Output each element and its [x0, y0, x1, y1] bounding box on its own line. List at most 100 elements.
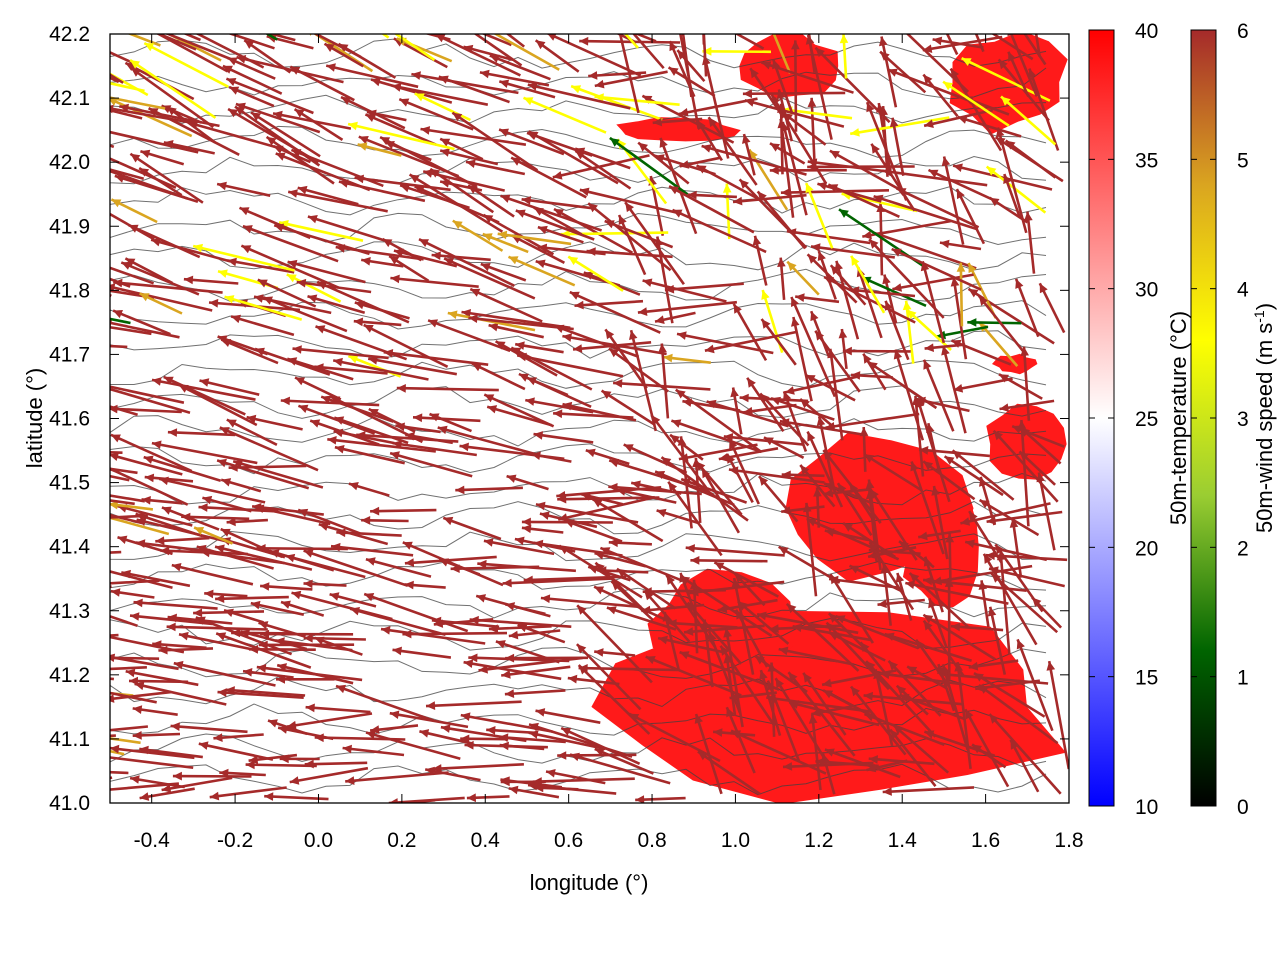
wind-vector-head — [805, 375, 816, 383]
wind-vector — [922, 73, 959, 118]
wind-vector — [510, 346, 593, 391]
wind-vector — [828, 631, 886, 662]
wind-vector-head — [209, 298, 219, 308]
wind-vector — [1047, 660, 1069, 770]
wind-vector — [1016, 638, 1054, 732]
wind-vector-head — [331, 542, 341, 552]
wind-vector — [975, 679, 1041, 691]
wind-vector — [112, 309, 171, 336]
wind-vector-head — [413, 413, 423, 423]
wind-vector-head — [130, 153, 141, 163]
wind-vector-head — [535, 40, 546, 50]
wind-vector — [110, 96, 166, 110]
wind-vector — [129, 59, 217, 119]
wind-vector-head — [688, 7, 698, 15]
wind-vector-head — [444, 12, 454, 21]
wind-vector — [110, 633, 119, 637]
wind-vector-head — [552, 171, 563, 180]
wind-vector-head — [757, 611, 767, 621]
wind-vector — [431, 253, 491, 262]
wind-vector-head — [289, 776, 300, 785]
wind-vector-head — [110, 434, 121, 443]
wind-vector-head — [888, 660, 898, 671]
wind-vector-head — [366, 730, 376, 740]
wind-vector-head — [327, 436, 337, 445]
terrain-contour — [110, 359, 1047, 389]
wind-vector-head — [101, 665, 110, 674]
wind-vector — [676, 332, 774, 355]
wind-vector — [110, 514, 148, 519]
y-tick-label: 41.8 — [49, 279, 90, 302]
wind-vector-head — [521, 524, 532, 534]
wind-vector-head — [909, 573, 920, 583]
wind-vector — [420, 127, 527, 146]
wind-vector — [882, 786, 975, 794]
wind-vector-head — [868, 755, 878, 764]
wind-vector-head — [167, 428, 178, 437]
wind-vector-head — [119, 103, 129, 113]
y-tick-label: 41.1 — [49, 728, 90, 751]
wind-vector — [910, 461, 945, 555]
wind-vector-head — [967, 318, 977, 327]
wind-vector — [725, 453, 754, 504]
wind-vector-head — [414, 93, 425, 102]
wind-vector-head — [824, 277, 835, 285]
wind-vector-head — [689, 587, 699, 597]
wind-vector — [576, 604, 653, 684]
wind-vector — [515, 209, 595, 241]
wind-vector — [806, 431, 844, 508]
wind-vector-head — [90, 313, 100, 322]
wind-vector-head — [776, 89, 786, 100]
wind-vector-head — [65, 452, 75, 460]
wind-vector-head — [577, 605, 587, 615]
wind-vector — [587, 202, 672, 272]
wind-vector — [849, 116, 950, 136]
wind-vector-head — [348, 121, 358, 131]
wind-vector-head — [95, 566, 105, 574]
wind-vector-head — [708, 631, 717, 642]
wind-vector — [546, 34, 642, 77]
wind-vector — [867, 360, 938, 410]
wind-vector — [978, 683, 1059, 745]
wind-vector-head — [906, 309, 917, 319]
wind-vector-head — [669, 41, 678, 52]
wind-vector — [788, 701, 880, 727]
x-tick-label: 0.8 — [637, 829, 666, 852]
wind-vector-head — [314, 636, 325, 645]
wind-vector-head — [353, 317, 364, 327]
wind-vector-head — [815, 47, 825, 58]
wind-vector-head — [533, 207, 544, 216]
wind-vector — [502, 577, 613, 585]
wind-vectors — [65, 7, 1069, 803]
wind-vector-head — [661, 457, 672, 466]
wind-vector-head — [229, 86, 240, 95]
wind-vector — [338, 180, 426, 203]
wind-vector-head — [612, 8, 621, 18]
wind-vector-head — [730, 387, 739, 398]
wind-vector-head — [243, 668, 253, 677]
wind-vector — [304, 761, 368, 766]
wind-vector-head — [777, 257, 786, 267]
wind-vector-head — [242, 225, 253, 234]
wind-vector-head — [239, 207, 250, 216]
wind-vector — [439, 149, 499, 166]
wind-vector-head — [484, 394, 495, 403]
wind-vector — [570, 84, 663, 121]
wind-vector-head — [811, 708, 821, 717]
wind-vector — [110, 266, 155, 285]
wind-vector — [578, 666, 678, 672]
wind-vector — [553, 207, 634, 254]
wind-vector — [393, 249, 458, 268]
wind-vector — [973, 671, 1046, 718]
wind-vector-head — [941, 345, 950, 356]
wind-vector — [874, 669, 894, 747]
wind-vector — [957, 115, 1022, 138]
wind-vector — [451, 111, 539, 172]
wind-vector — [117, 504, 193, 527]
wind-vector — [932, 485, 949, 560]
wind-vector — [553, 324, 640, 359]
wind-vector — [558, 544, 643, 599]
wind-vector-head — [511, 347, 522, 356]
wind-vector-head — [865, 489, 875, 500]
wind-vector-head — [468, 314, 478, 323]
